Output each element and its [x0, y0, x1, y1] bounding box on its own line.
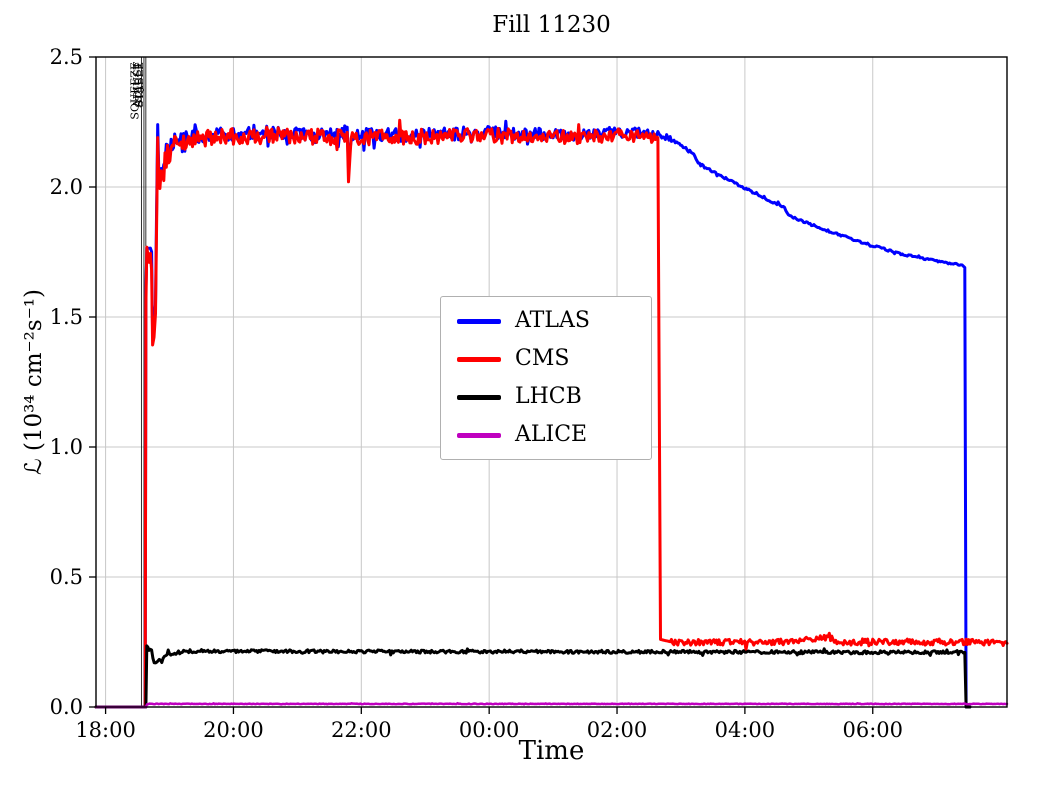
y-tick-label: 2.0: [50, 175, 83, 199]
x-tick-label: 22:00: [331, 718, 392, 742]
legend-label-atlas: ATLAS: [515, 308, 590, 333]
y-tick-label: 0.5: [50, 565, 83, 589]
x-tick-label: 04:00: [715, 718, 776, 742]
series-line-cms: [94, 118, 1009, 709]
beam-mode-label: ADJUST: [131, 61, 144, 108]
legend: ATLAS CMS LHCB ALICE: [440, 296, 652, 460]
plot-frame: [95, 56, 1008, 708]
legend-label-cms: CMS: [515, 346, 570, 371]
y-tick-label: 1.5: [50, 305, 83, 329]
y-tick-label: 1.0: [50, 435, 83, 459]
alice-line-swatch: [457, 432, 501, 438]
beam-mode-label: SQUEEZE: [128, 62, 141, 120]
chart-title: Fill 11230: [492, 12, 611, 38]
cms-line-swatch: [457, 356, 501, 362]
beam-mode-label: STABLE: [133, 62, 146, 108]
x-tick-label: 02:00: [587, 718, 648, 742]
x-tick-label: 20:00: [203, 718, 264, 742]
legend-label-alice: ALICE: [515, 422, 588, 447]
legend-item-lhcb: LHCB: [457, 385, 635, 409]
series-line-lhcb: [94, 644, 972, 709]
x-tick-label: 18:00: [75, 718, 136, 742]
lhcb-line-swatch: [457, 394, 501, 400]
x-axis-label: Time: [518, 736, 585, 766]
x-tick-label: 00:00: [459, 718, 520, 742]
legend-item-alice: ALICE: [457, 423, 635, 447]
y-tick-label: 0.0: [50, 695, 83, 719]
atlas-line-swatch: [457, 318, 501, 324]
series-line-alice: [94, 701, 1009, 709]
x-tick-label: 06:00: [842, 718, 903, 742]
legend-item-cms: CMS: [457, 347, 635, 371]
y-axis-label: ℒ (10³⁴ cm⁻²s⁻¹): [21, 288, 47, 476]
y-tick-label: 2.5: [50, 45, 83, 69]
legend-label-lhcb: LHCB: [515, 384, 582, 409]
legend-item-atlas: ATLAS: [457, 309, 635, 333]
